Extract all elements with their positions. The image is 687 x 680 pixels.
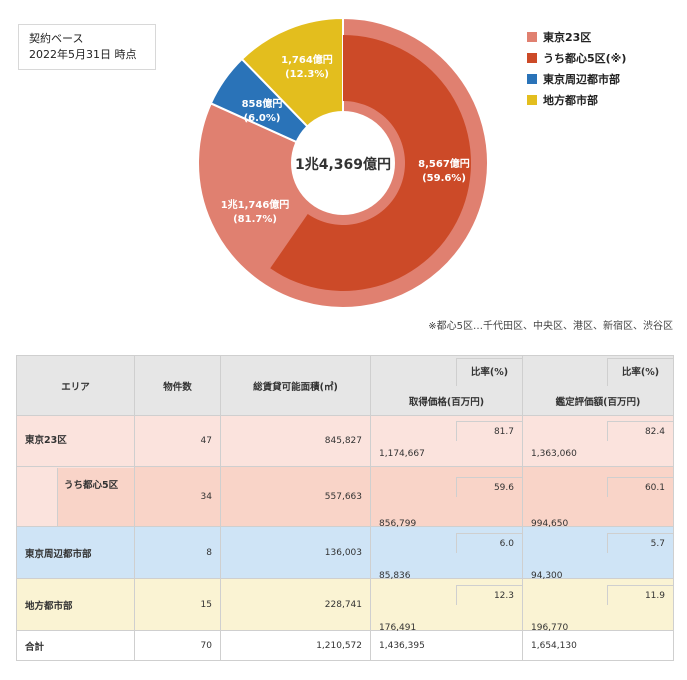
cell-floor: 845,827 (220, 415, 371, 467)
label-suburban-value: 858億円 (242, 97, 283, 110)
cell-area: 東京周辺都市部 (16, 526, 135, 579)
header-acq: 取得価格(百万円) 比率(%) (370, 355, 523, 416)
cell-area: 合計 (16, 630, 135, 661)
cell-floor: 557,663 (220, 466, 371, 527)
basis-note: 契約ベース 2022年5月31日 時点 (18, 24, 156, 70)
cell-appr-value: 1,363,060 (531, 449, 577, 459)
donut-center (291, 111, 395, 215)
cell-acq-value: 85,836 (379, 570, 411, 581)
cell-acq-ratio: 12.3 (456, 584, 522, 605)
footnote: ※都心5区…千代田区、中央区、港区、新宿区、渋谷区 (428, 321, 673, 332)
cell-appr-value: 1,654,130 (522, 630, 674, 661)
portfolio-table: エリア 物件数 総賃貸可能面積(㎡) 取得価格(百万円) 比率(%) 鑑定評価額(… (16, 355, 674, 661)
cell-appr-value: 994,650 (531, 518, 569, 529)
cell-area: 東京23区 (16, 415, 135, 467)
cell-count: 34 (134, 466, 221, 527)
legend-label: 地方都市部 (543, 93, 598, 107)
cell-acq-value: 1,174,667 (379, 449, 425, 459)
cell-acq-ratio: 81.7 (456, 421, 522, 441)
basis-line2: 2022年5月31日 時点 (29, 48, 137, 61)
label-regional-pct: (12.3%) (285, 69, 329, 80)
label-suburban-pct: (6.0%) (244, 113, 281, 124)
cell-acq: 856,799 59.6 (370, 466, 523, 529)
cell-acq-ratio: 59.6 (456, 476, 522, 497)
cell-appr: 994,650 60.1 (522, 466, 674, 529)
header-appr-ratio: 比率(%) (607, 357, 673, 386)
header-floor: 総賃貸可能面積(㎡) (220, 355, 371, 416)
header-acq-label: 取得価格(百万円) (408, 396, 485, 408)
header-acq-ratio: 比率(%) (456, 357, 522, 386)
donut-inner-slice (270, 35, 471, 291)
cell-acq: 85,836 6.0 (370, 526, 523, 581)
cell-appr-ratio: 11.9 (607, 584, 673, 605)
cell-appr-ratio: 82.4 (607, 421, 673, 441)
cell-area: 地方都市部 (16, 578, 135, 631)
label-central5-value: 8,567億円 (418, 157, 470, 170)
table-row: うち都心5区 34 557,663 856,799 59.6 994,650 60.… (16, 466, 674, 529)
header-area: エリア (16, 355, 135, 416)
cell-acq-ratio: 6.0 (456, 532, 522, 553)
legend-item-central5: うち都心5区(※) (527, 47, 626, 68)
legend-item-regional: 地方都市部 (527, 89, 626, 110)
cell-count: 47 (134, 415, 221, 467)
legend: 東京23区 うち都心5区(※) 東京周辺都市部 地方都市部 (527, 26, 626, 110)
cell-appr-value: 94,300 (531, 570, 563, 581)
table-row-total: 合計 70 1,210,572 1,436,395 1,654,130 (16, 630, 674, 661)
cell-appr: 196,770 11.9 (522, 578, 674, 633)
legend-item-suburban: 東京周辺都市部 (527, 68, 626, 89)
table-row: 東京23区 47 845,827 1,174,667 81.7 1,363,060… (16, 415, 674, 467)
header-appr: 鑑定評価額(百万円) 比率(%) (522, 355, 674, 416)
label-tokyo23-value: 1兆1,746億円 (221, 198, 290, 211)
cell-acq: 1,174,667 81.7 (370, 415, 523, 467)
cell-count: 15 (134, 578, 221, 631)
cell-count: 70 (134, 630, 221, 661)
header-appr-label: 鑑定評価額(百万円) (555, 396, 641, 408)
legend-swatch (527, 73, 537, 84)
cell-appr-ratio: 5.7 (607, 532, 673, 553)
cell-floor: 136,003 (220, 526, 371, 579)
cell-acq-value: 176,491 (379, 622, 417, 633)
legend-label: うち都心5区(※) (543, 51, 627, 65)
legend-swatch (527, 94, 537, 105)
label-regional-value: 1,764億円 (281, 53, 333, 66)
cell-appr: 1,363,060 82.4 (522, 415, 674, 467)
cell-floor: 1,210,572 (220, 630, 371, 661)
table-row: 地方都市部 15 228,741 176,491 12.3 196,770 11.9 (16, 578, 674, 633)
cell-acq: 176,491 12.3 (370, 578, 523, 633)
cell-acq-value: 1,436,395 (370, 630, 523, 661)
label-central5-pct: (59.6%) (422, 173, 466, 184)
legend-item-tokyo23: 東京23区 (527, 26, 626, 47)
table-row: 東京周辺都市部 8 136,003 85,836 6.0 94,300 5.7 (16, 526, 674, 581)
legend-swatch (527, 31, 537, 42)
cell-count: 8 (134, 526, 221, 579)
header-count: 物件数 (134, 355, 221, 416)
cell-area: うち都心5区 (16, 466, 135, 527)
legend-swatch (527, 52, 537, 63)
cell-acq-value: 856,799 (379, 518, 417, 529)
cell-appr-ratio: 60.1 (607, 476, 673, 497)
cell-floor: 228,741 (220, 578, 371, 631)
legend-label: 東京周辺都市部 (543, 72, 620, 86)
cell-area-sub: うち都心5区 (57, 467, 134, 526)
legend-label: 東京23区 (543, 30, 592, 44)
cell-appr-value: 196,770 (531, 622, 569, 633)
cell-appr: 94,300 5.7 (522, 526, 674, 581)
label-tokyo23-pct: (81.7%) (233, 214, 277, 225)
donut-chart: 1兆4,369億円 8,567億円 (59.6%) 1兆1,746億円 (81.7%) 8… (198, 18, 488, 308)
donut-center-label: 1兆4,369億円 (295, 156, 391, 173)
basis-line1: 契約ベース (29, 32, 84, 45)
